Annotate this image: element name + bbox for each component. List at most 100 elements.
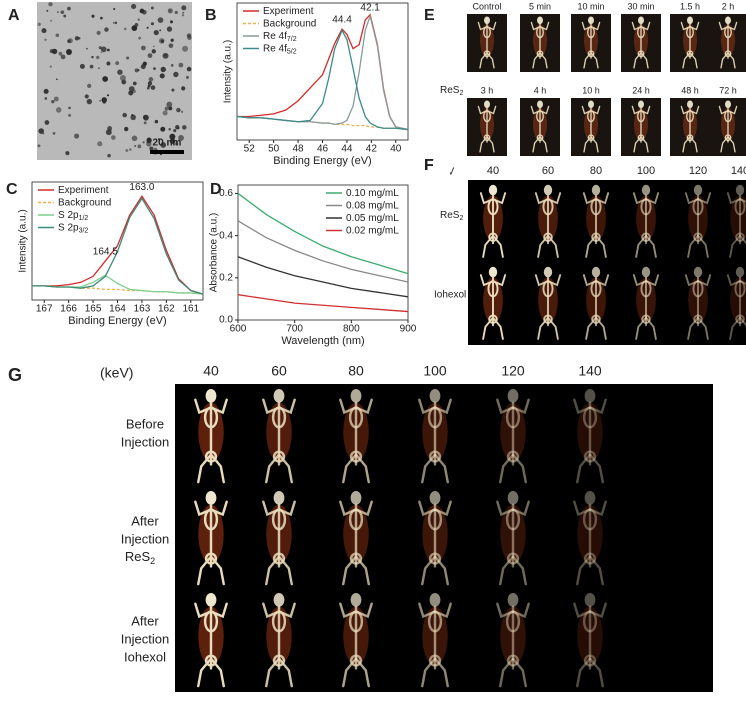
foreleg	[277, 602, 296, 619]
hindleg	[433, 657, 449, 688]
foreleg	[684, 192, 699, 205]
plot-frame	[237, 184, 409, 321]
hindleg	[640, 136, 649, 153]
legend-name: Re 4f	[263, 43, 287, 54]
skull	[725, 100, 731, 109]
particle	[106, 94, 110, 97]
x-tick-label: 42	[366, 144, 378, 155]
legend-name: Experiment	[263, 6, 314, 17]
pelvis	[488, 314, 498, 324]
time-label: 10 min	[577, 1, 604, 11]
particle	[159, 29, 162, 32]
foreleg	[209, 602, 228, 619]
foreleg	[718, 21, 729, 31]
particle	[132, 89, 136, 94]
pelvis	[686, 50, 694, 58]
series-line	[237, 256, 409, 298]
particle	[132, 81, 137, 86]
particle	[142, 141, 145, 144]
legend-label: Experiment	[263, 6, 314, 17]
particle	[142, 61, 147, 66]
skull	[205, 592, 217, 607]
pelvis	[637, 50, 645, 58]
ribcage	[505, 610, 521, 633]
particle	[167, 8, 173, 14]
mouse	[632, 184, 660, 258]
legend-sub: 7/2	[287, 36, 297, 43]
hindleg	[645, 316, 657, 340]
particle	[101, 97, 107, 103]
mouse	[496, 388, 530, 484]
particle	[97, 67, 100, 70]
particle	[154, 119, 159, 124]
energy-label: 80	[348, 363, 364, 379]
panel-label: A	[8, 7, 20, 24]
soft-tissue	[730, 195, 746, 241]
hindleg	[482, 234, 494, 258]
particle	[100, 46, 107, 53]
panel-label: F	[424, 157, 434, 174]
hindleg	[492, 234, 504, 258]
skull	[725, 16, 731, 25]
unit-label: (keV)	[100, 365, 133, 381]
pelvis	[724, 134, 732, 142]
hindleg	[687, 234, 699, 258]
pelvis	[641, 314, 651, 324]
particle	[86, 98, 93, 105]
particle	[60, 10, 65, 15]
pelvis	[272, 450, 286, 463]
particle	[166, 26, 173, 32]
legend-sub: 5/2	[287, 48, 297, 55]
mouse	[477, 100, 497, 153]
particle	[139, 8, 145, 14]
particle	[182, 45, 189, 52]
foreleg	[418, 500, 437, 517]
skull	[507, 490, 519, 505]
hindleg	[499, 657, 515, 688]
particle	[182, 11, 185, 14]
hindleg	[689, 136, 698, 153]
particle	[105, 129, 112, 136]
time-label: 24 h	[632, 85, 650, 95]
panel-label: G	[8, 365, 22, 385]
pelvis	[272, 654, 286, 667]
foreleg	[727, 105, 738, 115]
mouse	[726, 184, 746, 258]
mouse	[477, 16, 497, 69]
hindleg	[729, 234, 741, 258]
foreleg	[479, 274, 494, 287]
hindleg	[585, 316, 597, 340]
foreleg	[640, 105, 651, 115]
pelvis	[693, 232, 703, 242]
foreleg	[486, 21, 497, 31]
foreleg	[194, 398, 213, 415]
particle	[38, 128, 44, 134]
foreleg	[262, 398, 281, 415]
particle	[153, 45, 155, 48]
skull	[484, 100, 490, 109]
hindleg	[697, 234, 709, 258]
particle	[37, 22, 41, 26]
foreleg	[354, 602, 373, 619]
particle	[146, 26, 149, 29]
pelvis	[591, 314, 601, 324]
hindleg	[590, 136, 599, 153]
annotation: 164.5	[93, 247, 118, 258]
skull	[350, 388, 362, 403]
soft-tissue	[577, 606, 603, 666]
skull	[205, 490, 217, 505]
time-label: 4 h	[534, 85, 547, 95]
hindleg	[532, 136, 541, 153]
particle	[176, 107, 181, 113]
particle	[51, 99, 55, 104]
foreleg	[547, 192, 562, 205]
series-line	[32, 194, 204, 295]
particle	[123, 27, 127, 31]
particle	[160, 142, 167, 148]
foreleg	[194, 500, 213, 517]
particle	[114, 21, 118, 25]
foreleg	[645, 192, 660, 205]
skull	[641, 184, 651, 196]
hindleg	[197, 555, 213, 586]
hindleg	[576, 453, 592, 484]
